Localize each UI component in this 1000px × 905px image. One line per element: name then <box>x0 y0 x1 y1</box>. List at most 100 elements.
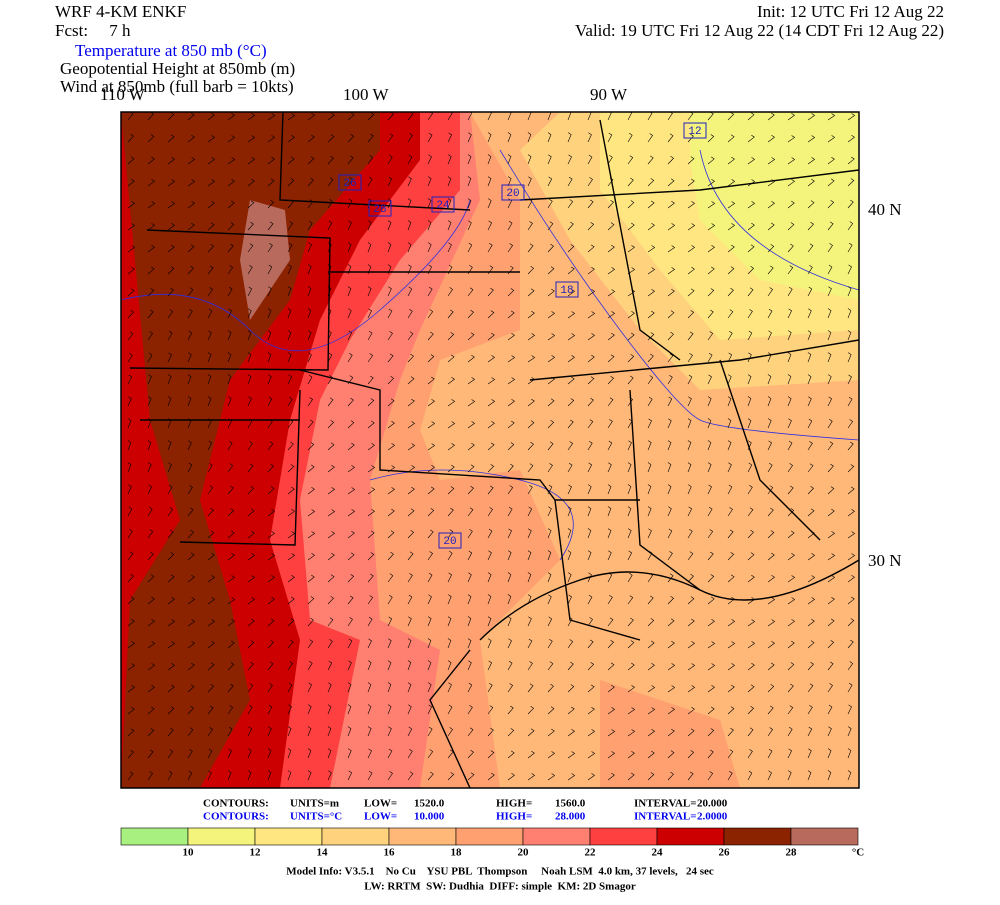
wind-barb <box>427 399 435 407</box>
wind-barb <box>607 617 614 627</box>
wind-barb <box>647 772 655 781</box>
wind-barb <box>127 245 136 253</box>
wind-barb <box>587 506 592 517</box>
wind-barb <box>427 749 434 759</box>
wind-barb <box>567 462 573 473</box>
wind-barb <box>567 706 575 715</box>
wind-barb <box>567 419 574 429</box>
wind-barb <box>807 352 812 363</box>
wind-barb <box>667 133 674 143</box>
wind-barb <box>167 596 175 605</box>
wind-barb <box>747 552 755 561</box>
wind-barb <box>667 462 672 473</box>
wind-barb <box>667 528 673 539</box>
wind-barb <box>787 112 795 121</box>
wind-barb <box>687 223 696 231</box>
wind-barb <box>607 707 616 715</box>
wind-barb <box>327 748 332 759</box>
wind-barb <box>127 288 135 297</box>
wind-barb <box>547 706 555 715</box>
wind-barb <box>447 443 456 451</box>
wind-barb <box>787 374 792 385</box>
wind-barb <box>847 113 856 121</box>
wind-barb <box>767 418 772 429</box>
wind-barb <box>587 639 594 649</box>
colorbar-swatch <box>254 827 323 846</box>
wind-barb <box>247 463 254 473</box>
wind-barb <box>507 572 512 583</box>
wind-barb <box>707 574 715 583</box>
wind-barb <box>227 243 234 253</box>
wind-barb <box>387 286 392 297</box>
wind-barb <box>387 264 392 275</box>
wind-barb <box>467 421 476 429</box>
wind-barb <box>447 176 452 187</box>
wind-barb <box>567 154 572 165</box>
wind-barb <box>167 684 175 693</box>
wind-barb <box>207 135 216 143</box>
wind-barb <box>347 487 356 495</box>
wind-barb <box>487 132 492 143</box>
wind-barb <box>467 749 475 759</box>
wind-barb <box>707 506 713 517</box>
wind-barb <box>307 134 315 143</box>
wind-barb <box>467 198 472 209</box>
wind-barb <box>127 201 136 209</box>
wind-barb <box>427 176 432 187</box>
wind-barb <box>667 750 675 759</box>
wind-barb <box>807 618 815 627</box>
wind-barb <box>787 726 793 737</box>
wind-barb <box>207 418 212 429</box>
wind-barb <box>647 462 652 473</box>
wind-barb <box>387 465 396 473</box>
wind-barb <box>247 178 255 187</box>
wind-barb <box>487 377 496 385</box>
wind-barb <box>827 463 834 473</box>
wind-barb <box>267 441 274 451</box>
wind-barb <box>567 176 573 187</box>
wind-barb <box>847 178 855 187</box>
wind-barb <box>807 113 816 121</box>
wind-barb <box>427 242 432 253</box>
wind-barb <box>567 729 575 737</box>
wind-barb <box>787 286 793 297</box>
wind-barb <box>467 287 474 297</box>
wind-barb <box>187 530 195 539</box>
contour-info-text: LOW= <box>364 811 397 823</box>
wind-barb <box>647 750 655 759</box>
wind-barb <box>587 419 594 429</box>
wind-barb <box>587 397 594 407</box>
wind-barb <box>347 155 354 165</box>
wind-barb <box>167 418 172 429</box>
wind-barb <box>227 575 236 583</box>
wind-barb <box>147 374 152 385</box>
wind-barb <box>767 222 775 231</box>
wind-barb <box>367 242 372 253</box>
wind-barb <box>827 221 834 231</box>
wind-barb <box>467 154 472 165</box>
wind-barb <box>747 352 752 363</box>
wind-barb <box>527 594 532 605</box>
contour-info-text: INTERVAL= <box>634 811 697 823</box>
wind-barb <box>247 618 255 627</box>
wind-barb <box>347 660 352 671</box>
wind-barb <box>127 618 135 627</box>
wind-barb <box>127 440 132 451</box>
wind-barb <box>407 398 415 407</box>
wind-barb <box>287 308 292 319</box>
wind-barb <box>487 176 492 187</box>
wind-barb <box>167 641 176 649</box>
wind-barb <box>447 354 455 363</box>
wind-barb <box>667 267 676 275</box>
wind-barb <box>847 682 853 693</box>
wind-barb <box>327 375 333 385</box>
wind-barb <box>367 726 372 737</box>
wind-barb <box>747 309 753 319</box>
wind-barb <box>247 135 256 143</box>
wind-barb <box>527 154 532 165</box>
wind-barb <box>187 440 192 451</box>
wind-barb <box>427 572 433 583</box>
wind-barb <box>247 441 253 451</box>
wind-barb <box>527 441 534 451</box>
